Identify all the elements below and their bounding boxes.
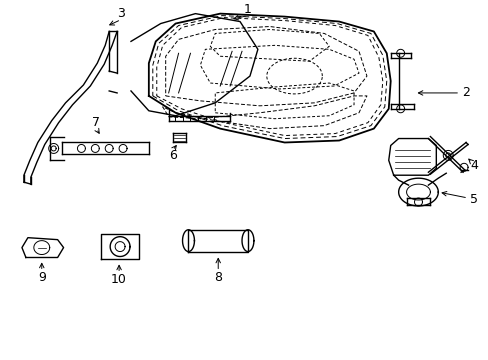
Text: 7: 7 [92,116,100,129]
Text: 1: 1 [244,3,251,16]
Text: 9: 9 [38,271,45,284]
Text: 10: 10 [111,273,127,286]
Text: 2: 2 [461,86,469,99]
Text: 3: 3 [117,7,125,20]
Text: 6: 6 [168,149,176,162]
Text: 8: 8 [214,271,222,284]
Text: 5: 5 [469,193,477,207]
Text: 4: 4 [469,159,477,172]
